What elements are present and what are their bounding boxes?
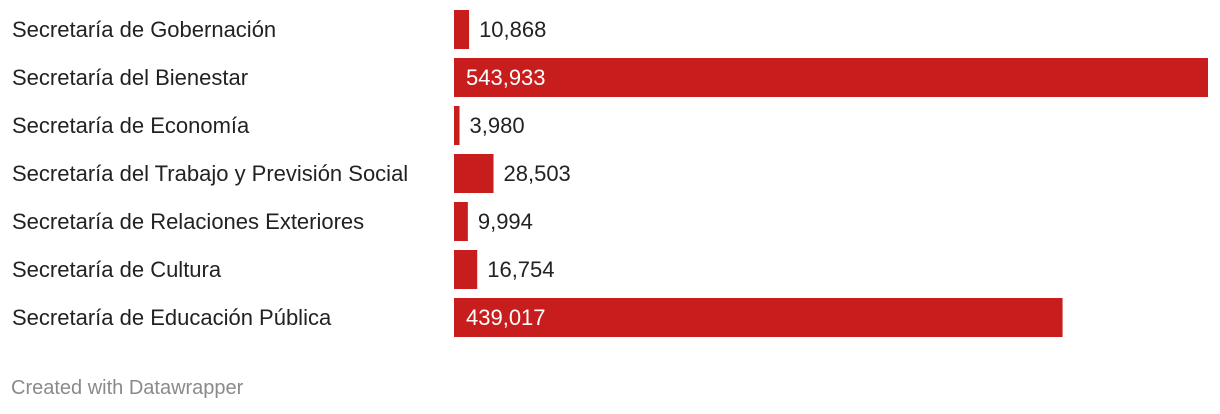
bar: [454, 250, 478, 289]
category-label: Secretaría del Trabajo y Previsión Socia…: [12, 161, 408, 186]
category-label: Secretaría de Cultura: [12, 257, 222, 282]
category-label: Secretaría de Educación Pública: [12, 305, 332, 330]
bar: [454, 202, 468, 241]
bar: [454, 106, 460, 145]
value-label: 28,503: [504, 161, 571, 186]
category-label: Secretaría de Economía: [12, 113, 250, 138]
category-label: Secretaría del Bienestar: [12, 65, 248, 90]
bar: [454, 58, 1208, 97]
bar: [454, 10, 470, 49]
value-label: 3,980: [470, 113, 525, 138]
category-label: Secretaría de Relaciones Exteriores: [12, 209, 364, 234]
bars-layer: Secretaría de Gobernación 10,868 Secretarí…: [12, 10, 1208, 337]
datawrapper-credit: Created with Datawrapper: [11, 377, 244, 399]
value-label: 439,017: [466, 305, 546, 330]
value-label: 9,994: [478, 209, 533, 234]
value-label: 16,754: [487, 257, 554, 282]
category-label: Secretaría de Gobernación: [12, 17, 276, 42]
bar: [454, 154, 494, 193]
value-label: 10,868: [479, 17, 546, 42]
bar: [454, 298, 1063, 337]
value-label: 543,933: [466, 65, 546, 90]
